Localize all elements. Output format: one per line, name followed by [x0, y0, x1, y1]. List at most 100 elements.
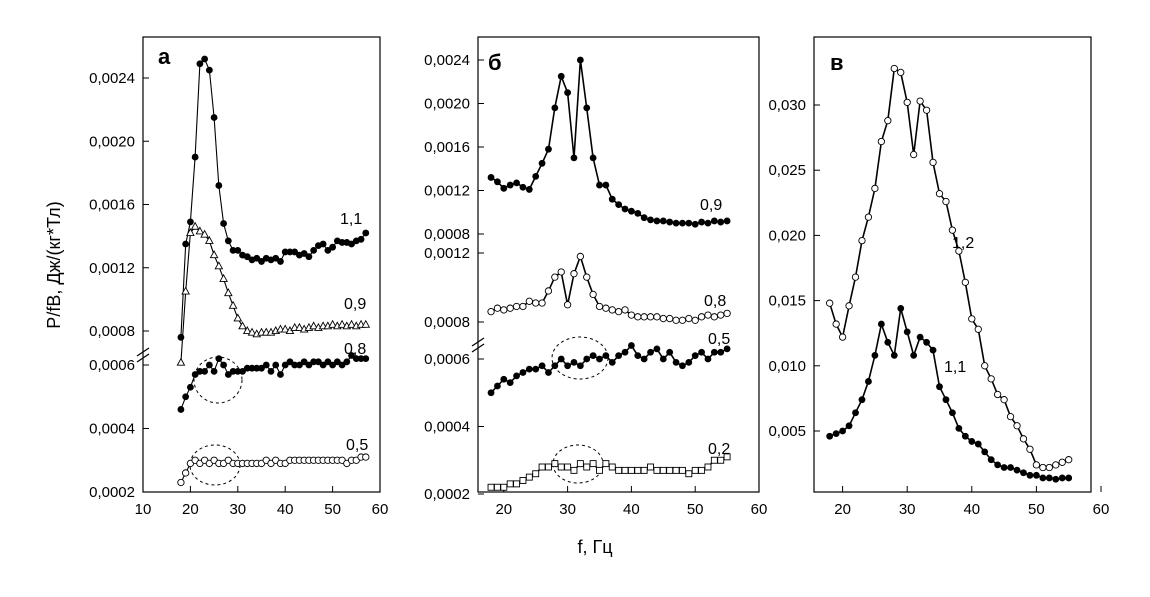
panel-1-series-0-point-31 [685, 219, 693, 227]
panel-2-series-1-point-16 [929, 346, 937, 354]
panel-a-axis-break [136, 347, 150, 363]
panel-1-series-1-point-21 [621, 306, 629, 314]
panel-2-x-tick-label-3: 50 [1028, 501, 1045, 518]
panel-0-series-3-point-0 [177, 478, 185, 487]
panel-1-series-3-point-35 [710, 456, 718, 464]
panel-1-series-3-point-7 [532, 470, 540, 478]
panel-0-series-1-point-6 [205, 235, 214, 244]
panel-1-series-3-point-34 [704, 463, 712, 471]
panel-2-series-0-point-4 [851, 273, 860, 281]
panel-0-series-0-point-23 [286, 248, 294, 256]
panel-0-series-1-point-3 [190, 221, 200, 230]
panel-1-series-2-point-21 [621, 348, 629, 356]
panel-1-series-1-point-16 [589, 290, 597, 299]
panel-1-series-3-point-8 [538, 463, 546, 471]
panel-b-letter: б [488, 50, 502, 75]
panel-1-y-tick-label-1-0: 0,0008 [424, 314, 470, 331]
panel-1-series-1-point-15 [583, 273, 591, 281]
panel-1-series-2-point-27 [659, 355, 667, 363]
panel-2-series-1-point-25 [987, 456, 995, 464]
panel-2-series-1-point-32 [1033, 471, 1040, 479]
panel-0-series-2-point-12 [234, 367, 242, 375]
panel-0-y-tick-label-0-2: 0,0016 [89, 197, 135, 214]
panel-1-series-3-point-24 [640, 466, 648, 474]
panel-1-series-3-point-26 [653, 466, 661, 474]
panel-0-x-tick-label-3: 40 [277, 501, 294, 518]
panel-1-series-1-point-31 [685, 314, 693, 323]
panel-2-series-1-point-27 [1000, 464, 1008, 471]
panel-1-series-3-point-17 [596, 466, 603, 474]
panel-1-series-0-point-3 [506, 181, 514, 189]
panel-1-y-tick-label-2-1: 0,0004 [424, 419, 470, 436]
panel-1-x-tick-label-4: 60 [751, 501, 768, 518]
panel-1-series-3-point-23 [634, 466, 642, 474]
panel-0-series-0-point-4 [196, 60, 204, 68]
panel-0-series-0-point-38 [357, 235, 365, 243]
panel-1-series-2-point-16 [589, 352, 597, 360]
series-layer [176, 55, 1073, 491]
panel-2-x-tick-label-1: 30 [899, 501, 916, 518]
panel-2-series-1-point-11 [897, 305, 905, 312]
panel-1-series-3-point-22 [627, 466, 635, 474]
panel-2-y-tick-label-0-0: 0,005 [768, 423, 806, 440]
panel-1-series-1-point-30 [678, 316, 687, 324]
panel-1-series-0-point-12 [564, 89, 571, 97]
panel-0-series-1-point-34 [337, 319, 347, 328]
panel-0-series-2-point-7 [210, 367, 218, 375]
panel-1-series-3-point-5 [519, 477, 527, 484]
panel-1-series-0-point-34 [704, 219, 712, 227]
panel-2-y-tick-label-0-3: 0,020 [768, 227, 806, 244]
panel-2-series-1-point-5 [858, 396, 866, 404]
panel-0-series-2-point-38 [357, 355, 365, 363]
panel-1-series-1-point-7 [532, 299, 540, 307]
panel-1-series-3-point-20 [615, 466, 623, 474]
panel-0-series-0-point-1 [182, 240, 190, 248]
panel-0-series-0-point-12 [234, 246, 242, 254]
panel-1-series-0-point-8 [538, 159, 546, 167]
panel-1-series-0-point-21 [621, 205, 629, 213]
panel-0-series-0-point-8 [215, 182, 223, 189]
panel-1-series-1-point-14 [576, 252, 585, 261]
panel-1-series-0-point-22 [628, 207, 635, 215]
panel-1-series-1-point-20 [614, 307, 623, 316]
panel-2-series-1-point-17 [936, 383, 943, 391]
panel-2-series-0-point-23 [974, 325, 982, 333]
panel-2-series-0-point-31 [1026, 445, 1034, 453]
panel-1-series-2-point-37 [723, 345, 731, 353]
panel-2-series-0-point-20 [955, 247, 963, 255]
panel-1-series-3-point-29 [672, 466, 680, 474]
panel-2-series-1-point-9 [884, 338, 892, 346]
panel-0-series-2-point-5 [201, 367, 209, 375]
panel-1-series-3-point-30 [678, 466, 686, 474]
panel-2-series-1-point-19 [949, 409, 956, 417]
panel-2-series-1-point-35 [1052, 475, 1060, 483]
panel-1-series-2-point-31 [685, 358, 693, 366]
panel-1-series-2-point-22 [628, 342, 635, 349]
panel-0-series-line-0 [180, 58, 367, 338]
panel-2-series-0-point-28 [1006, 413, 1015, 421]
panel-1-series-0-point-9 [545, 145, 552, 153]
panel-1-series-3-point-32 [691, 466, 699, 474]
panel-1-series-0-point-30 [679, 219, 686, 227]
panel-0-series-label-2: 0,8 [344, 341, 366, 358]
panel-1-series-3-point-0 [487, 483, 495, 491]
panel-0-series-2-point-0 [177, 406, 185, 413]
panel-a-frame [142, 36, 381, 493]
panel-1-series-3-point-28 [666, 466, 674, 474]
panel-1-series-0-point-28 [666, 218, 674, 226]
panel-0-x-tick-label-5: 60 [372, 501, 389, 518]
panel-0-series-2-point-6 [205, 361, 213, 369]
panel-0-series-1-point-32 [328, 319, 337, 328]
panel-2-series-0-point-13 [910, 150, 918, 159]
panel-1-series-label-2: 0,5 [708, 331, 730, 348]
panel-2-series-1-point-1 [832, 430, 840, 438]
panel-0-series-0-point-39 [362, 229, 370, 237]
panel-2-series-1-point-29 [1013, 466, 1021, 474]
panel-1-y-tick-label-0-4: 0,0024 [424, 52, 470, 69]
panel-1-series-0-point-29 [672, 219, 680, 227]
panel-0-series-line-1 [180, 225, 366, 363]
panel-0-series-2-point-21 [277, 371, 284, 378]
panel-2-series-1-point-22 [968, 438, 976, 445]
panel-1-series-2-point-35 [710, 348, 718, 356]
panel-1-series-3-point-36 [717, 456, 725, 464]
